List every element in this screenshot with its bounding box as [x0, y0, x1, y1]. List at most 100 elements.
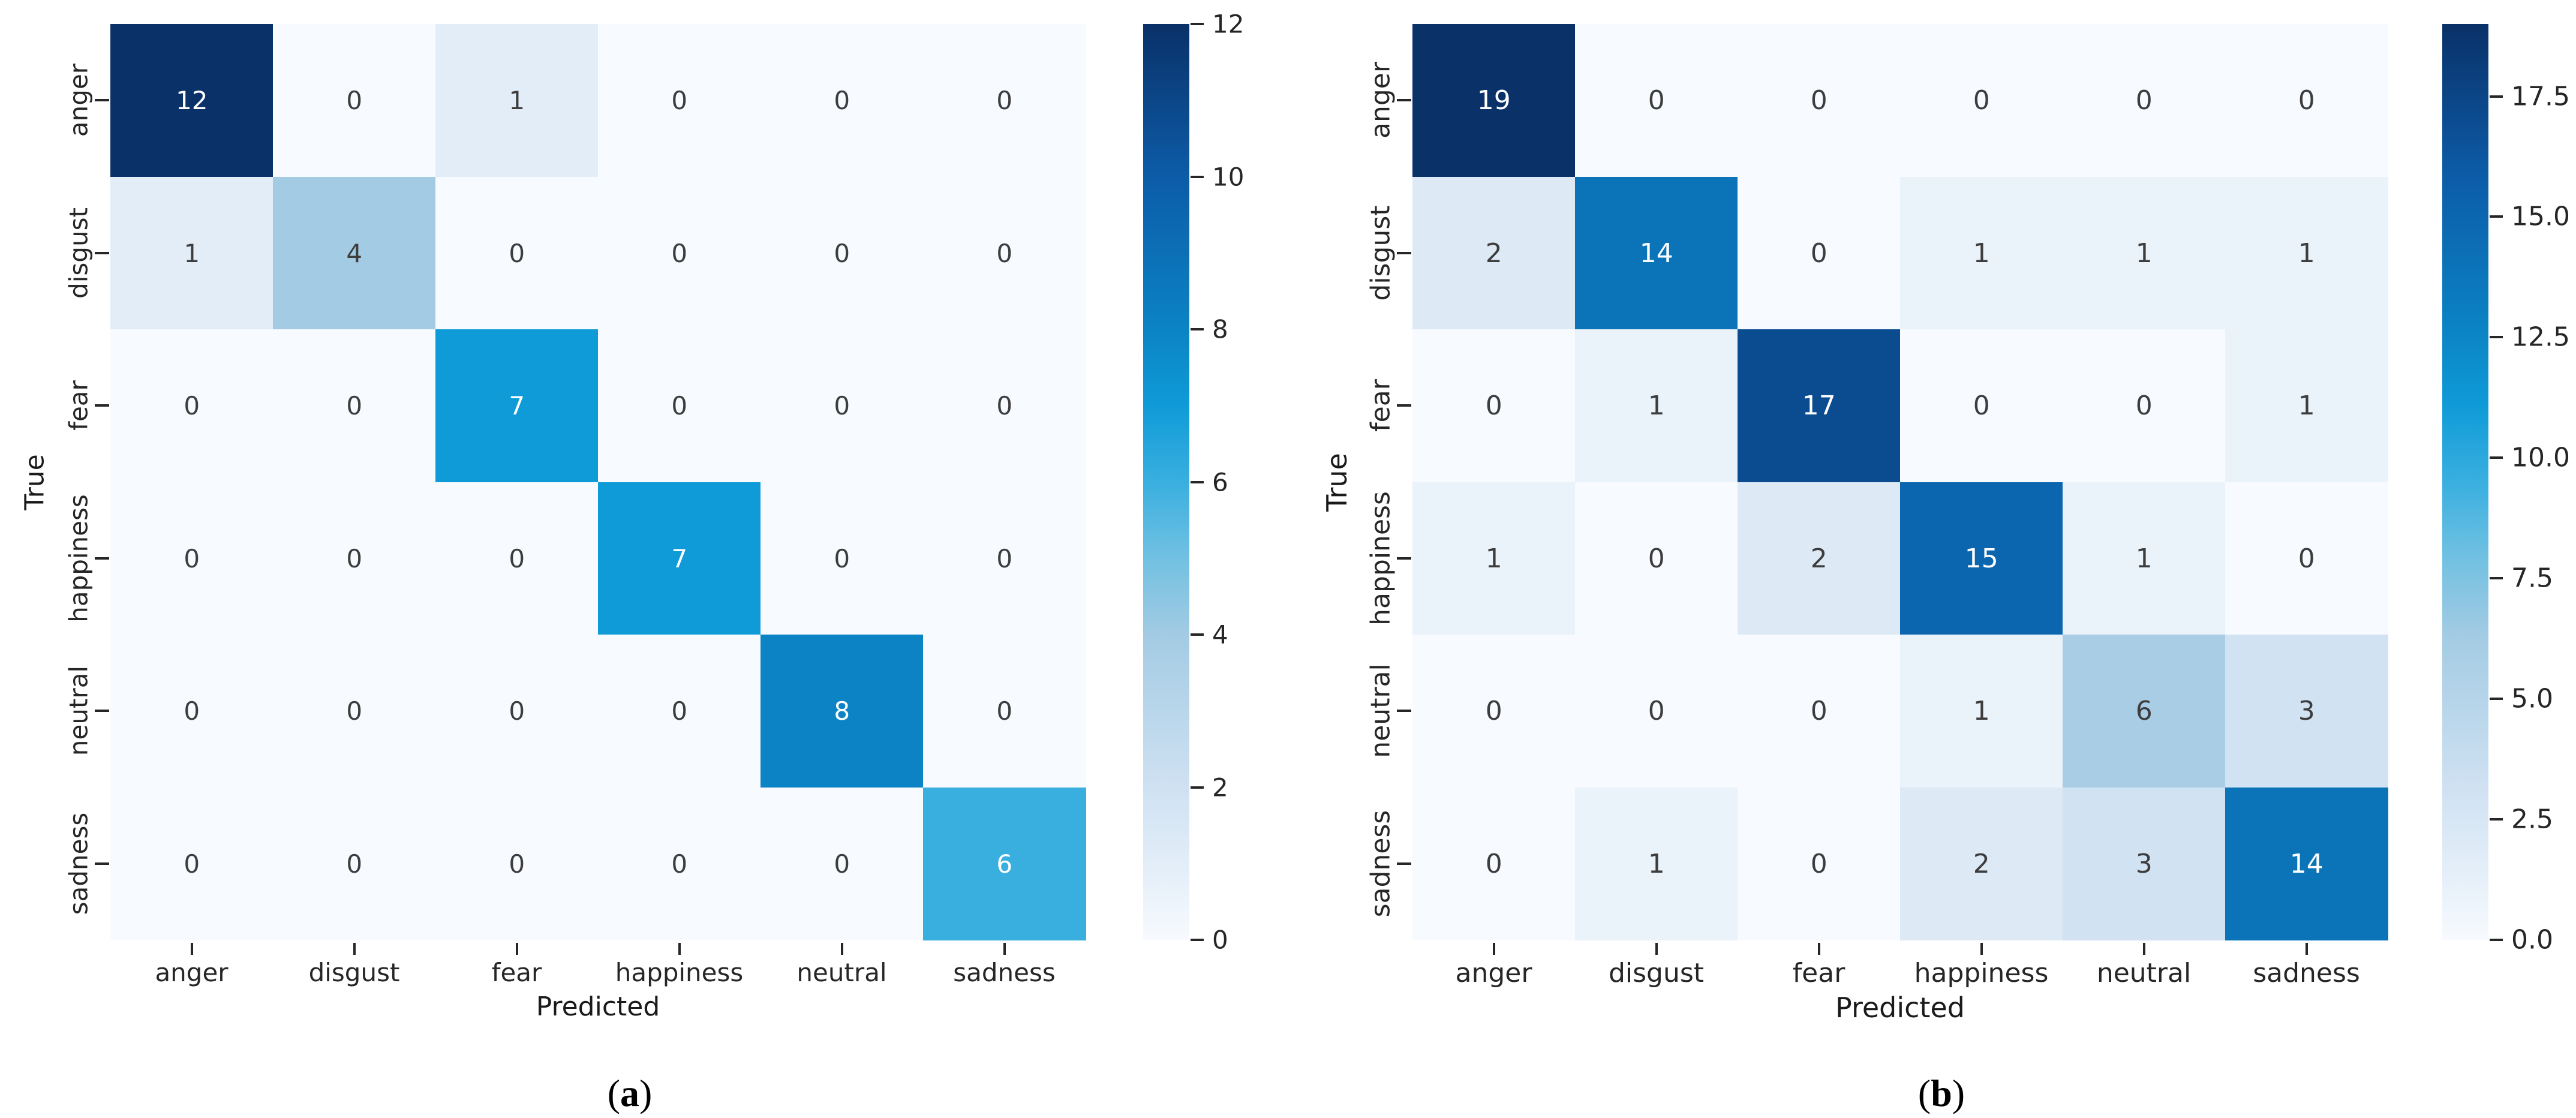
heatmap-cell: 0: [2225, 24, 2388, 178]
y-tick-mark: [95, 251, 109, 254]
colorbar-tick-mark: [1191, 480, 1204, 483]
cell-value: 0: [996, 391, 1013, 421]
cell-value: 14: [1639, 238, 1673, 269]
heatmap-cell: 0: [761, 176, 924, 330]
cell-value: 0: [346, 849, 363, 879]
heatmap-cell: 0: [1738, 24, 1901, 178]
heatmap-cell: 17: [1738, 329, 1901, 483]
cell-value: 0: [996, 86, 1013, 116]
heatmap-cell: 0: [1575, 24, 1738, 178]
heatmap-cell: 14: [2225, 787, 2388, 940]
colorbar-tick-mark: [1191, 328, 1204, 330]
cell-value: 0: [1648, 85, 1665, 116]
x-tick-mark: [1817, 943, 1820, 955]
heatmap-cell: 1: [2063, 176, 2226, 330]
x-tick-mark: [353, 943, 356, 955]
heatmap-cell: 2: [1412, 176, 1576, 330]
colorbar-tick-label: 8: [1212, 314, 1228, 344]
colorbar-tick-label: 4: [1212, 620, 1228, 650]
cell-value: 0: [671, 849, 688, 879]
heatmap-cell: 0: [598, 329, 761, 483]
heatmap-cell: 1: [2225, 329, 2388, 483]
heatmap-cell: 0: [273, 24, 436, 178]
cell-value: 0: [346, 391, 363, 421]
heatmap-cell: 0: [761, 482, 924, 635]
x-tick-mark: [1655, 943, 1658, 955]
cell-value: 1: [2298, 238, 2315, 269]
colorbar-tick-label: 6: [1212, 467, 1228, 497]
heatmap-cell: 1: [110, 176, 273, 330]
heatmap-cell: 0: [598, 176, 761, 330]
y-tick-mark: [1397, 862, 1411, 865]
subfigure-caption-b: (b): [1918, 1071, 1965, 1116]
cell-value: 0: [996, 696, 1013, 726]
cell-value: 6: [2135, 696, 2153, 727]
colorbar-tick-mark: [1191, 633, 1204, 636]
heatmap-cell: 0: [110, 482, 273, 635]
cell-value: 0: [509, 238, 525, 268]
x-tick-mark: [840, 943, 843, 955]
y-tick-label: anger: [1365, 62, 1396, 139]
heatmap-cell: 0: [761, 787, 924, 940]
cell-value: 0: [1810, 238, 1827, 269]
colorbar-tick-mark: [2490, 939, 2503, 941]
heatmap-cell: 0: [761, 329, 924, 483]
heatmap-cell: 1: [2225, 176, 2388, 330]
cell-value: 0: [996, 543, 1013, 573]
x-tick-label: neutral: [796, 958, 887, 987]
heatmap-cell: 2: [1738, 482, 1901, 635]
heatmap-cell: 1: [1900, 635, 2063, 788]
colorbar-tick-mark: [2490, 95, 2503, 98]
x-axis-title: Predicted: [536, 991, 660, 1022]
y-tick-mark: [95, 862, 109, 865]
heatmap-cell: 0: [1738, 176, 1901, 330]
x-tick-mark: [1003, 943, 1006, 955]
heatmap-grid: 12 0 1 0 0 0 1 4 0 0 0 0 0 0 7 0 0 0 0 0 0 7 0 0 0 0 0 0 8 0 0 0 0 0 0 6: [110, 24, 1086, 940]
cell-value: 0: [996, 238, 1013, 268]
cell-value: 8: [834, 696, 850, 726]
colorbar-tick-label: 17.5: [2511, 81, 2570, 112]
cell-value: 0: [2135, 390, 2153, 422]
heatmap-cell: 0: [1575, 482, 1738, 635]
heatmap-cell: 0: [598, 635, 761, 788]
x-tick-label: sadness: [2253, 958, 2360, 988]
y-axis-title: True: [1321, 452, 1353, 512]
heatmap-cell: 0: [273, 635, 436, 788]
caption-paren: ): [639, 1072, 653, 1114]
cell-value: 0: [834, 849, 850, 879]
heatmap-cell: 0: [1738, 787, 1901, 940]
colorbar-tick-mark: [1191, 786, 1204, 789]
y-tick-mark: [1397, 404, 1411, 407]
heatmap-cell: 0: [2063, 24, 2226, 178]
cell-value: 0: [346, 86, 363, 116]
heatmap-grid: 19 0 0 0 0 0 2 14 0 1 1 1 0 1 17 0 0 1 1 0 2 15 1 0 0 0 0 1 6 3 0 1 0 2 3 1…: [1412, 24, 2388, 940]
cell-value: 1: [509, 86, 525, 116]
y-tick-label: sadness: [1365, 810, 1396, 918]
heatmap-cell: 12: [110, 24, 273, 178]
y-tick-mark: [95, 710, 109, 713]
colorbar-tick-label: 7.5: [2511, 563, 2553, 594]
x-tick-label: happiness: [1914, 958, 2049, 988]
x-tick-label: disgust: [308, 958, 400, 987]
cell-value: 0: [184, 696, 200, 726]
heatmap-cell: 0: [2063, 329, 2226, 483]
colorbar-tick-label: 2: [1212, 773, 1228, 802]
cell-value: 0: [184, 543, 200, 573]
subfigure-caption-a: (a): [608, 1071, 653, 1116]
heatmap-cell: 4: [273, 176, 436, 330]
colorbar: [1143, 24, 1189, 940]
cell-value: 0: [671, 696, 688, 726]
colorbar-tick-mark: [2490, 818, 2503, 821]
heatmap-cell: 0: [923, 635, 1086, 788]
heatmap-cell: 0: [273, 329, 436, 483]
x-tick-label: sadness: [953, 958, 1056, 987]
colorbar-tick-label: 10.0: [2511, 442, 2570, 473]
heatmap-cell: 0: [598, 787, 761, 940]
x-tick-label: anger: [1455, 958, 1532, 988]
heatmap-cell: 0: [1738, 635, 1901, 788]
cell-value: 0: [346, 696, 363, 726]
cell-value: 0: [509, 849, 525, 879]
heatmap-cell: 0: [1412, 787, 1576, 940]
heatmap-cell: 6: [2063, 635, 2226, 788]
